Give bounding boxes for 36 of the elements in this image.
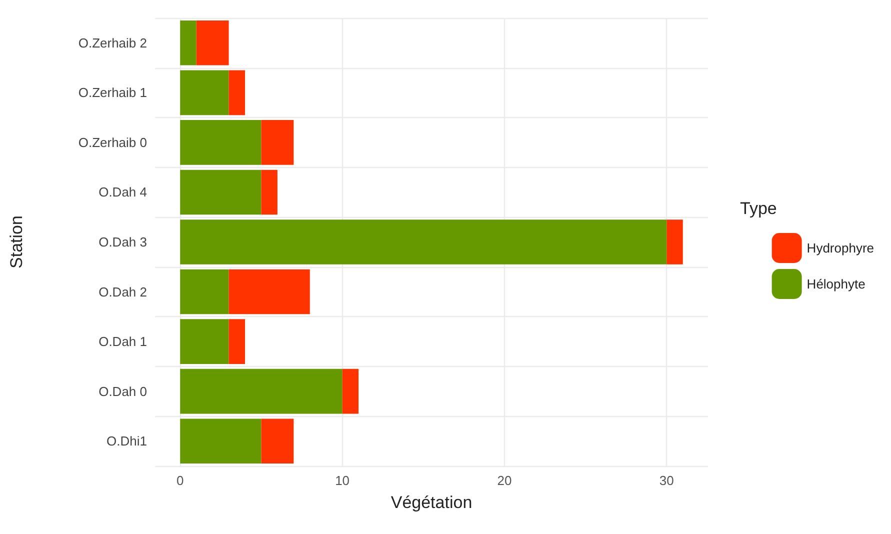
bar	[228, 70, 246, 116]
y-tick-label: O.Dah 1	[98, 334, 147, 350]
x-tick-label: 0	[176, 473, 184, 488]
legend-title: Type	[740, 199, 777, 218]
bar	[180, 269, 229, 314]
legend-label: Hélophyte	[806, 276, 866, 292]
bar	[261, 170, 278, 215]
y-tick-label: O.Dah 2	[98, 284, 147, 300]
y-tick-label: O.Dah 0	[98, 384, 147, 399]
bar	[261, 120, 294, 165]
bar	[180, 120, 262, 165]
bar	[261, 418, 294, 464]
x-axis-title: Végétation	[390, 493, 472, 512]
bar	[666, 220, 683, 264]
x-tick-label: 20	[497, 473, 512, 488]
bar	[180, 368, 342, 414]
y-tick-label: O.Dah 3	[98, 234, 147, 250]
y-tick-label: O.Dah 4	[98, 184, 147, 200]
bar	[180, 418, 262, 464]
x-tick-label: 10	[335, 473, 350, 488]
bar	[180, 20, 196, 66]
y-tick-label: O.Zerhaib 1	[78, 85, 147, 100]
bar	[196, 20, 229, 66]
x-tick-label: 30	[659, 473, 674, 488]
y-tick-label: O.Zerhaib 2	[78, 35, 147, 50]
bar	[180, 220, 667, 264]
y-tick-label: O.Dhi1	[106, 434, 147, 449]
bar	[180, 70, 229, 116]
bar	[342, 368, 359, 414]
y-axis-title: Station	[7, 216, 26, 268]
bar	[228, 319, 246, 364]
bar	[228, 269, 310, 314]
bar	[180, 170, 262, 215]
bar	[180, 319, 229, 364]
y-tick-label: O.Zerhaib 0	[78, 134, 147, 150]
legend-label: Hydrophyre	[806, 240, 874, 256]
